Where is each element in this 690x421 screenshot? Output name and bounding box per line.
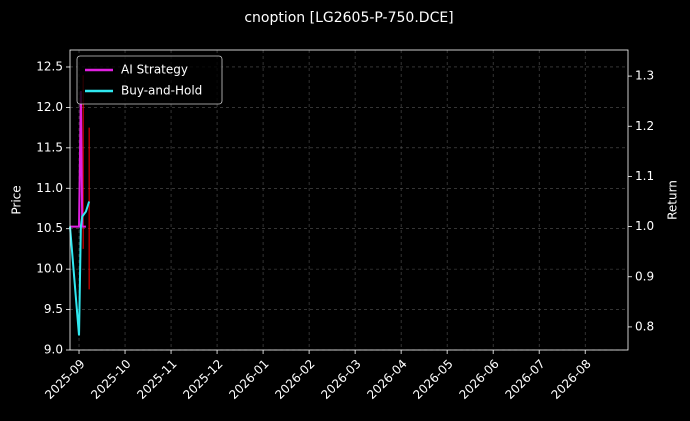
y2-axis-label: Return: [666, 180, 680, 220]
legend-label: AI Strategy: [121, 63, 188, 77]
chart-title: cnoption [LG2605-P-750.DCE]: [244, 10, 453, 26]
y2-tick-label: 0.9: [635, 269, 654, 283]
y-tick-label: 11.5: [36, 140, 63, 154]
series-line: [69, 201, 91, 336]
y2-tick-label: 1.1: [635, 169, 654, 183]
legend-label: Buy-and-Hold: [121, 84, 202, 98]
y2-tick-label: 1.2: [635, 119, 654, 133]
y-tick-label: 10.5: [36, 221, 63, 235]
y2-tick-label: 1.3: [635, 69, 654, 83]
y-tick-label: 12.5: [36, 59, 63, 73]
plot-frame: [69, 49, 629, 351]
y2-tick-label: 1.0: [635, 219, 654, 233]
y-tick-label: 9.0: [44, 343, 63, 357]
y2-tick-label: 0.8: [635, 319, 654, 333]
legend-box: [76, 55, 223, 105]
y-axis-label: Price: [10, 185, 24, 214]
y-tick-label: 10.0: [36, 262, 63, 276]
y-tick-label: 12.0: [36, 100, 63, 114]
y-tick-label: 11.0: [36, 181, 63, 195]
y-tick-label: 9.5: [44, 302, 63, 316]
